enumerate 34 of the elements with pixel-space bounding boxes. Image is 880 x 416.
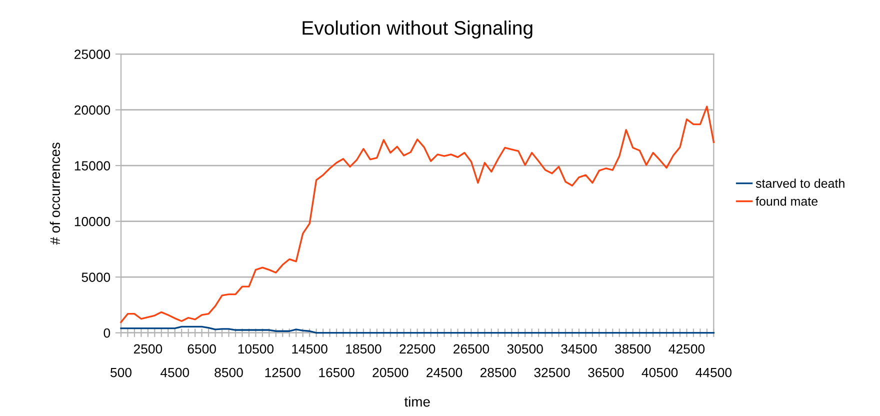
- x-tick-label: 22500: [400, 344, 436, 354]
- x-tick-label: 8500: [214, 368, 243, 378]
- x-tick-label: 10500: [238, 344, 274, 354]
- x-tick-label: 12500: [265, 368, 300, 378]
- x-tick-label: 18500: [346, 344, 382, 354]
- x-tick-label: 6500: [188, 344, 216, 354]
- x-tick-label: 42500: [668, 344, 705, 354]
- legend-label: found mate: [756, 196, 818, 206]
- legend-label: starved to death: [756, 178, 844, 188]
- x-tick-label: 20500: [372, 368, 408, 378]
- x-tick-label: 38500: [615, 344, 651, 354]
- x-tick-label: 500: [110, 368, 132, 378]
- y-tick-label: 15000: [74, 161, 110, 170]
- y-tick-label: 20000: [74, 105, 110, 115]
- x-tick-label: 16500: [319, 368, 354, 378]
- y-tick-label: 25000: [74, 50, 110, 59]
- y-axis-title: # of occurrences: [50, 142, 60, 245]
- x-tick-label: 2500: [134, 344, 162, 354]
- x-axis-title: time: [404, 396, 430, 407]
- x-tick-label: 14500: [292, 344, 328, 354]
- x-tick-label: 4500: [160, 368, 190, 378]
- y-tick-label: 10000: [74, 216, 110, 226]
- x-tick-label: 34500: [561, 344, 597, 354]
- y-tick-label: 5000: [82, 272, 110, 282]
- x-tick-label: 32500: [534, 368, 570, 378]
- x-tick-label: 24500: [426, 368, 462, 378]
- x-tick-label: 40500: [642, 368, 678, 378]
- x-tick-label: 26500: [454, 344, 490, 354]
- x-tick-label: 36500: [588, 368, 624, 378]
- chart-title: Evolution without Signaling: [302, 20, 532, 39]
- x-tick-label: 44500: [696, 368, 732, 378]
- y-tick-label: 0: [104, 328, 110, 338]
- x-tick-label: 28500: [480, 368, 516, 378]
- x-tick-label: 30500: [507, 344, 543, 354]
